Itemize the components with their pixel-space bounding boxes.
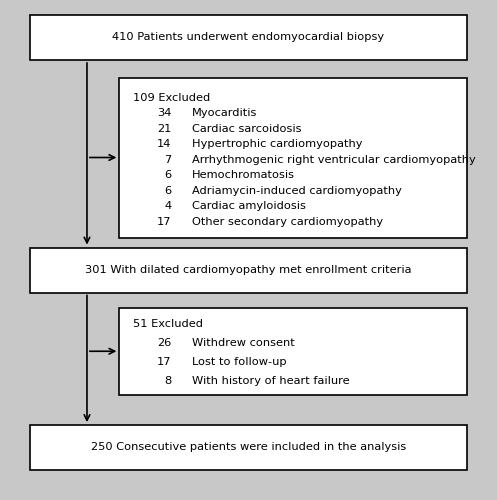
- Text: 410 Patients underwent endomyocardial biopsy: 410 Patients underwent endomyocardial bi…: [112, 32, 385, 42]
- Text: 14: 14: [157, 140, 171, 149]
- Text: Cardiac amyloidosis: Cardiac amyloidosis: [192, 202, 306, 211]
- Text: With history of heart failure: With history of heart failure: [192, 376, 350, 386]
- Text: Hemochromatosis: Hemochromatosis: [192, 170, 295, 180]
- Text: 109 Excluded: 109 Excluded: [133, 93, 210, 103]
- Text: Myocarditis: Myocarditis: [192, 108, 258, 118]
- Text: Cardiac sarcoidosis: Cardiac sarcoidosis: [192, 124, 302, 134]
- Text: 17: 17: [157, 217, 171, 227]
- Bar: [119, 78, 467, 237]
- Text: 6: 6: [165, 186, 171, 196]
- Text: Other secondary cardiomyopathy: Other secondary cardiomyopathy: [192, 217, 384, 227]
- Bar: [119, 308, 467, 395]
- Text: 34: 34: [157, 108, 171, 118]
- Bar: [30, 425, 467, 470]
- Text: 17: 17: [157, 357, 171, 367]
- Text: 26: 26: [157, 338, 171, 348]
- Text: Arrhythmogenic right ventricular cardiomyopathy: Arrhythmogenic right ventricular cardiom…: [192, 155, 476, 165]
- Text: Adriamycin-induced cardiomyopathy: Adriamycin-induced cardiomyopathy: [192, 186, 402, 196]
- Text: Withdrew consent: Withdrew consent: [192, 338, 295, 348]
- Text: 21: 21: [157, 124, 171, 134]
- Bar: [30, 248, 467, 292]
- Text: Lost to follow-up: Lost to follow-up: [192, 357, 287, 367]
- Text: 51 Excluded: 51 Excluded: [133, 319, 203, 329]
- Text: 7: 7: [164, 155, 171, 165]
- Bar: [30, 15, 467, 60]
- Text: 6: 6: [165, 170, 171, 180]
- Text: 301 With dilated cardiomyopathy met enrollment criteria: 301 With dilated cardiomyopathy met enro…: [85, 265, 412, 275]
- Text: 4: 4: [165, 202, 171, 211]
- Text: Hypertrophic cardiomyopathy: Hypertrophic cardiomyopathy: [192, 140, 363, 149]
- Text: 8: 8: [164, 376, 171, 386]
- Text: 250 Consecutive patients were included in the analysis: 250 Consecutive patients were included i…: [91, 442, 406, 452]
